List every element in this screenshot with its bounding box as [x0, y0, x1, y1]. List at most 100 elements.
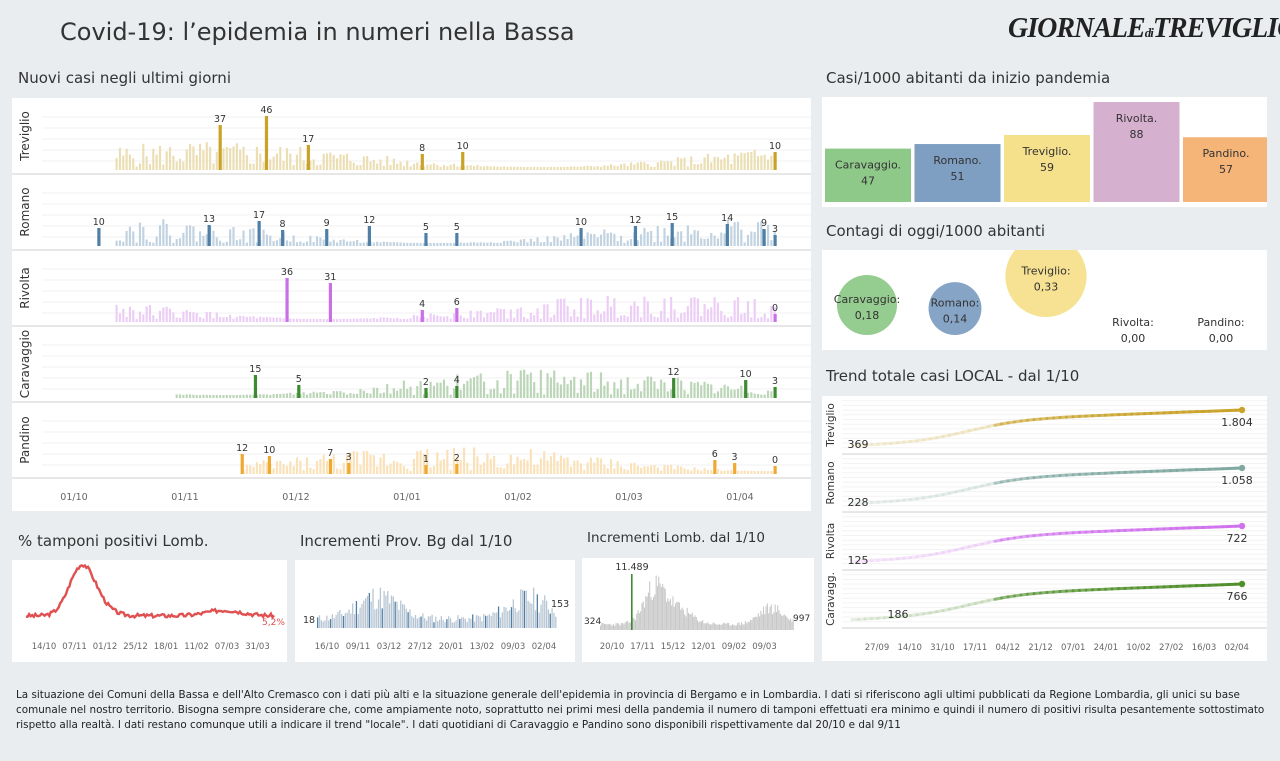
bar — [746, 470, 750, 474]
bar — [733, 624, 735, 630]
bar — [342, 392, 345, 398]
bar — [362, 451, 365, 474]
bar — [523, 166, 526, 170]
bar — [195, 394, 198, 398]
bar — [142, 227, 145, 246]
bar — [566, 305, 569, 322]
bar — [670, 161, 673, 170]
bar — [762, 606, 765, 630]
bar — [265, 462, 268, 474]
bar — [372, 159, 375, 170]
bar — [513, 317, 516, 322]
bar — [312, 318, 315, 322]
bar — [663, 382, 666, 398]
bar — [379, 393, 382, 398]
bar — [784, 615, 787, 630]
bar — [229, 148, 232, 170]
bar — [332, 155, 335, 170]
bar — [750, 151, 753, 170]
bar — [312, 159, 315, 170]
bar — [529, 166, 532, 170]
highlighted-bar — [367, 226, 371, 246]
bar — [212, 318, 215, 322]
bar — [488, 614, 490, 628]
bar-value-label: 6 — [712, 449, 718, 460]
bar — [479, 373, 482, 398]
bar — [656, 162, 659, 170]
bar — [489, 242, 492, 246]
bar — [662, 584, 664, 630]
bar — [422, 613, 424, 628]
bar — [346, 394, 349, 398]
bar — [472, 447, 476, 474]
bar — [272, 394, 275, 398]
bar — [275, 393, 279, 398]
bar — [319, 459, 322, 474]
bar — [479, 242, 482, 246]
bar — [344, 613, 346, 628]
trend-end-label: 1.804 — [1221, 416, 1253, 429]
bar-value-label: 3 — [732, 452, 738, 463]
bar — [305, 394, 309, 398]
trend-line-segment — [928, 610, 938, 615]
bar — [649, 581, 651, 630]
bar — [699, 621, 701, 630]
bar — [305, 457, 309, 474]
bar — [646, 466, 649, 474]
row-label-caravaggio: Caravaggio — [18, 330, 32, 398]
bar — [613, 382, 616, 398]
bar — [573, 237, 576, 246]
highlighted-bar — [762, 229, 766, 246]
bar-value-label: 46 — [260, 105, 272, 116]
bar — [275, 240, 279, 246]
bar — [359, 242, 362, 246]
bar — [774, 604, 776, 630]
bar — [576, 460, 579, 474]
x-tick-label: 16/10 — [315, 642, 340, 652]
bar — [195, 241, 198, 246]
bar — [630, 162, 633, 170]
trend-end-point — [1238, 406, 1246, 414]
bar — [339, 469, 342, 474]
bar — [249, 163, 252, 170]
bar — [292, 466, 295, 474]
logo-main: GIORNALE — [1008, 13, 1146, 44]
bar — [553, 452, 556, 474]
bar — [770, 240, 773, 246]
bar — [376, 608, 378, 628]
bar — [399, 388, 402, 398]
bar — [175, 239, 178, 246]
bar — [429, 242, 432, 246]
bar — [320, 620, 322, 628]
bar — [252, 394, 255, 398]
bar — [740, 470, 743, 474]
bar — [533, 587, 535, 628]
bar — [383, 590, 385, 628]
bar — [686, 394, 689, 398]
bar — [416, 451, 419, 474]
bar — [135, 242, 138, 246]
bar — [539, 242, 542, 246]
bar — [646, 596, 648, 630]
trend-line-segment — [896, 614, 906, 619]
bar — [516, 612, 518, 628]
bar — [442, 316, 446, 322]
bar — [385, 595, 387, 628]
highlighted-bar — [207, 225, 211, 246]
bar — [509, 240, 512, 246]
bar — [453, 622, 455, 628]
bar — [472, 166, 476, 170]
bar — [252, 466, 255, 474]
bar — [643, 227, 646, 246]
bar — [687, 612, 690, 630]
bar — [406, 242, 409, 246]
bar — [596, 310, 599, 322]
bar — [356, 318, 359, 322]
bar — [636, 162, 639, 170]
bar — [761, 614, 763, 630]
bar — [546, 236, 549, 246]
bar — [379, 587, 382, 628]
page-title: Covid-19: l’epidemia in numeri nella Bas… — [60, 18, 575, 46]
bar — [750, 470, 753, 474]
bar — [606, 381, 609, 398]
